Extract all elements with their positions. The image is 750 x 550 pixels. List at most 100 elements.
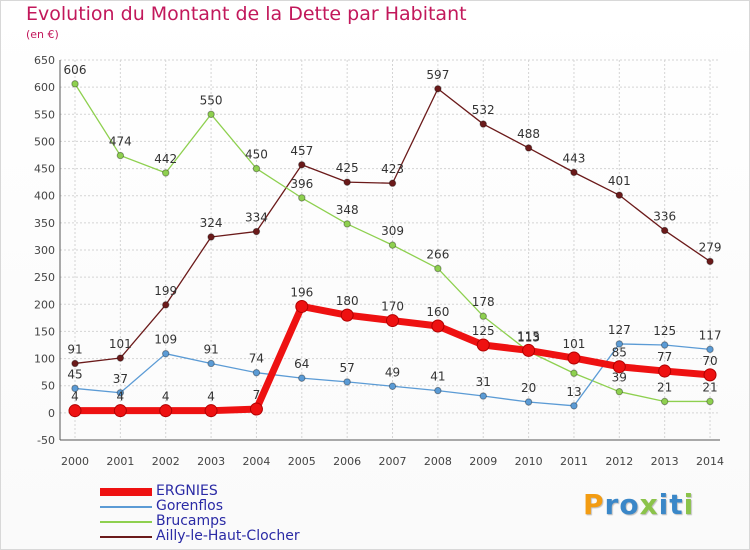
data-label-gorenflos: 91 (203, 342, 218, 356)
data-point-ailly-le-haut-clocher (252, 227, 261, 236)
data-point-ergnies (249, 402, 263, 416)
legend-swatch (100, 506, 152, 508)
chart-legend: ERGNIES Gorenflos Brucamps Ailly-le-Haut-Cl… (100, 483, 360, 545)
data-point-brucamps (252, 164, 261, 173)
data-point-ailly-le-haut-clocher (343, 178, 351, 186)
x-tick-label: 2013 (651, 455, 679, 468)
data-label-ailly-le-haut-clocher: 279 (699, 240, 722, 254)
data-point-ergnies (295, 299, 309, 313)
x-tick-label: 2007 (379, 455, 407, 468)
data-label-gorenflos: 127 (608, 323, 631, 337)
data-label-ailly-le-haut-clocher: 91 (67, 342, 82, 356)
x-tick-label: 2004 (242, 455, 270, 468)
data-point-ailly-le-haut-clocher (388, 179, 397, 187)
proxiti-logo: Proxiti (583, 488, 694, 521)
y-tick-label: 300 (34, 244, 55, 257)
data-label-gorenflos: 74 (249, 352, 264, 366)
data-point-gorenflos (615, 340, 624, 348)
data-label-ergnies: 196 (290, 285, 313, 299)
logo-letter: x (639, 488, 659, 521)
data-label-brucamps: 450 (245, 148, 268, 162)
data-label-gorenflos: 37 (113, 372, 128, 386)
data-label-ergnies: 7 (253, 388, 261, 402)
data-point-brucamps (660, 397, 669, 406)
data-point-gorenflos (71, 384, 79, 393)
data-point-gorenflos (116, 389, 125, 397)
data-point-gorenflos (343, 378, 351, 386)
data-label-ergnies: 70 (702, 354, 717, 368)
data-point-ergnies (204, 404, 218, 418)
data-label-gorenflos: 64 (294, 357, 309, 371)
data-point-ergnies (476, 338, 490, 352)
data-label-ailly-le-haut-clocher: 597 (426, 68, 449, 82)
data-label-gorenflos: 57 (340, 361, 355, 375)
y-tick-label: 150 (34, 325, 55, 338)
data-label-ergnies: 4 (71, 390, 79, 404)
y-tick-label: 500 (34, 135, 55, 148)
data-label-brucamps: 396 (290, 177, 313, 191)
x-tick-label: 2001 (106, 455, 134, 468)
data-label-ailly-le-haut-clocher: 532 (472, 103, 495, 117)
data-label-brucamps: 178 (472, 295, 495, 309)
data-point-brucamps (615, 387, 624, 396)
data-point-gorenflos (524, 398, 533, 406)
data-label-brucamps: 39 (612, 371, 627, 385)
data-point-ergnies (386, 314, 400, 328)
data-label-gorenflos: 45 (67, 367, 82, 381)
data-label-gorenflos: 109 (154, 333, 177, 347)
data-label-gorenflos: 125 (653, 324, 676, 338)
data-label-ailly-le-haut-clocher: 199 (154, 284, 177, 298)
data-point-brucamps (479, 312, 487, 320)
data-point-ailly-le-haut-clocher (706, 257, 714, 266)
y-tick-label: 250 (34, 271, 55, 284)
chart-unit: (en €) (26, 28, 59, 41)
data-point-brucamps (207, 110, 215, 118)
data-label-gorenflos: 31 (476, 375, 491, 389)
y-tick-label: 100 (34, 353, 55, 366)
y-tick-label: 650 (34, 54, 55, 67)
x-tick-label: 2011 (560, 455, 588, 468)
data-point-brucamps (388, 241, 397, 249)
data-label-brucamps: 21 (702, 380, 717, 394)
data-point-brucamps (71, 80, 79, 88)
data-label-gorenflos: 117 (699, 328, 722, 342)
legend-item: Gorenflos (100, 498, 360, 515)
x-tick-label: 2006 (333, 455, 361, 468)
data-point-gorenflos (298, 374, 306, 382)
data-label-ailly-le-haut-clocher: 324 (200, 216, 223, 230)
legend-item: Brucamps (100, 513, 360, 530)
data-point-gorenflos (434, 386, 442, 395)
x-tick-label: 2000 (61, 455, 89, 468)
data-label-brucamps: 309 (381, 224, 404, 238)
logo-letter: r (604, 488, 620, 521)
data-point-gorenflos (162, 349, 170, 358)
data-point-ailly-le-haut-clocher (570, 168, 578, 177)
x-tick-label: 2005 (288, 455, 316, 468)
data-point-brucamps (162, 169, 170, 177)
data-label-gorenflos: 13 (566, 385, 581, 399)
legend-item: ERGNIES (100, 483, 360, 500)
data-point-ergnies (159, 404, 173, 418)
data-label-ergnies: 4 (162, 390, 170, 404)
data-point-gorenflos (388, 382, 397, 390)
data-point-ergnies (567, 351, 581, 365)
x-tick-label: 2014 (696, 455, 724, 468)
data-point-gorenflos (570, 402, 578, 410)
data-point-ailly-le-haut-clocher (71, 359, 79, 368)
data-label-ailly-le-haut-clocher: 336 (653, 209, 676, 223)
data-label-ailly-le-haut-clocher: 423 (381, 162, 404, 176)
data-label-brucamps: 21 (657, 380, 672, 394)
data-label-ailly-le-haut-clocher: 488 (517, 127, 540, 141)
data-label-ergnies: 4 (117, 390, 125, 404)
logo-letter: o (619, 488, 640, 521)
data-point-ailly-le-haut-clocher (615, 191, 624, 199)
data-point-gorenflos (479, 392, 487, 400)
data-point-ergnies (658, 364, 672, 378)
x-tick-label: 2008 (424, 455, 452, 468)
data-point-ergnies (113, 404, 127, 418)
data-point-brucamps (706, 397, 714, 406)
y-tick-label: 0 (48, 407, 55, 420)
data-point-brucamps (343, 220, 351, 228)
data-label-ergnies: 101 (563, 337, 586, 351)
